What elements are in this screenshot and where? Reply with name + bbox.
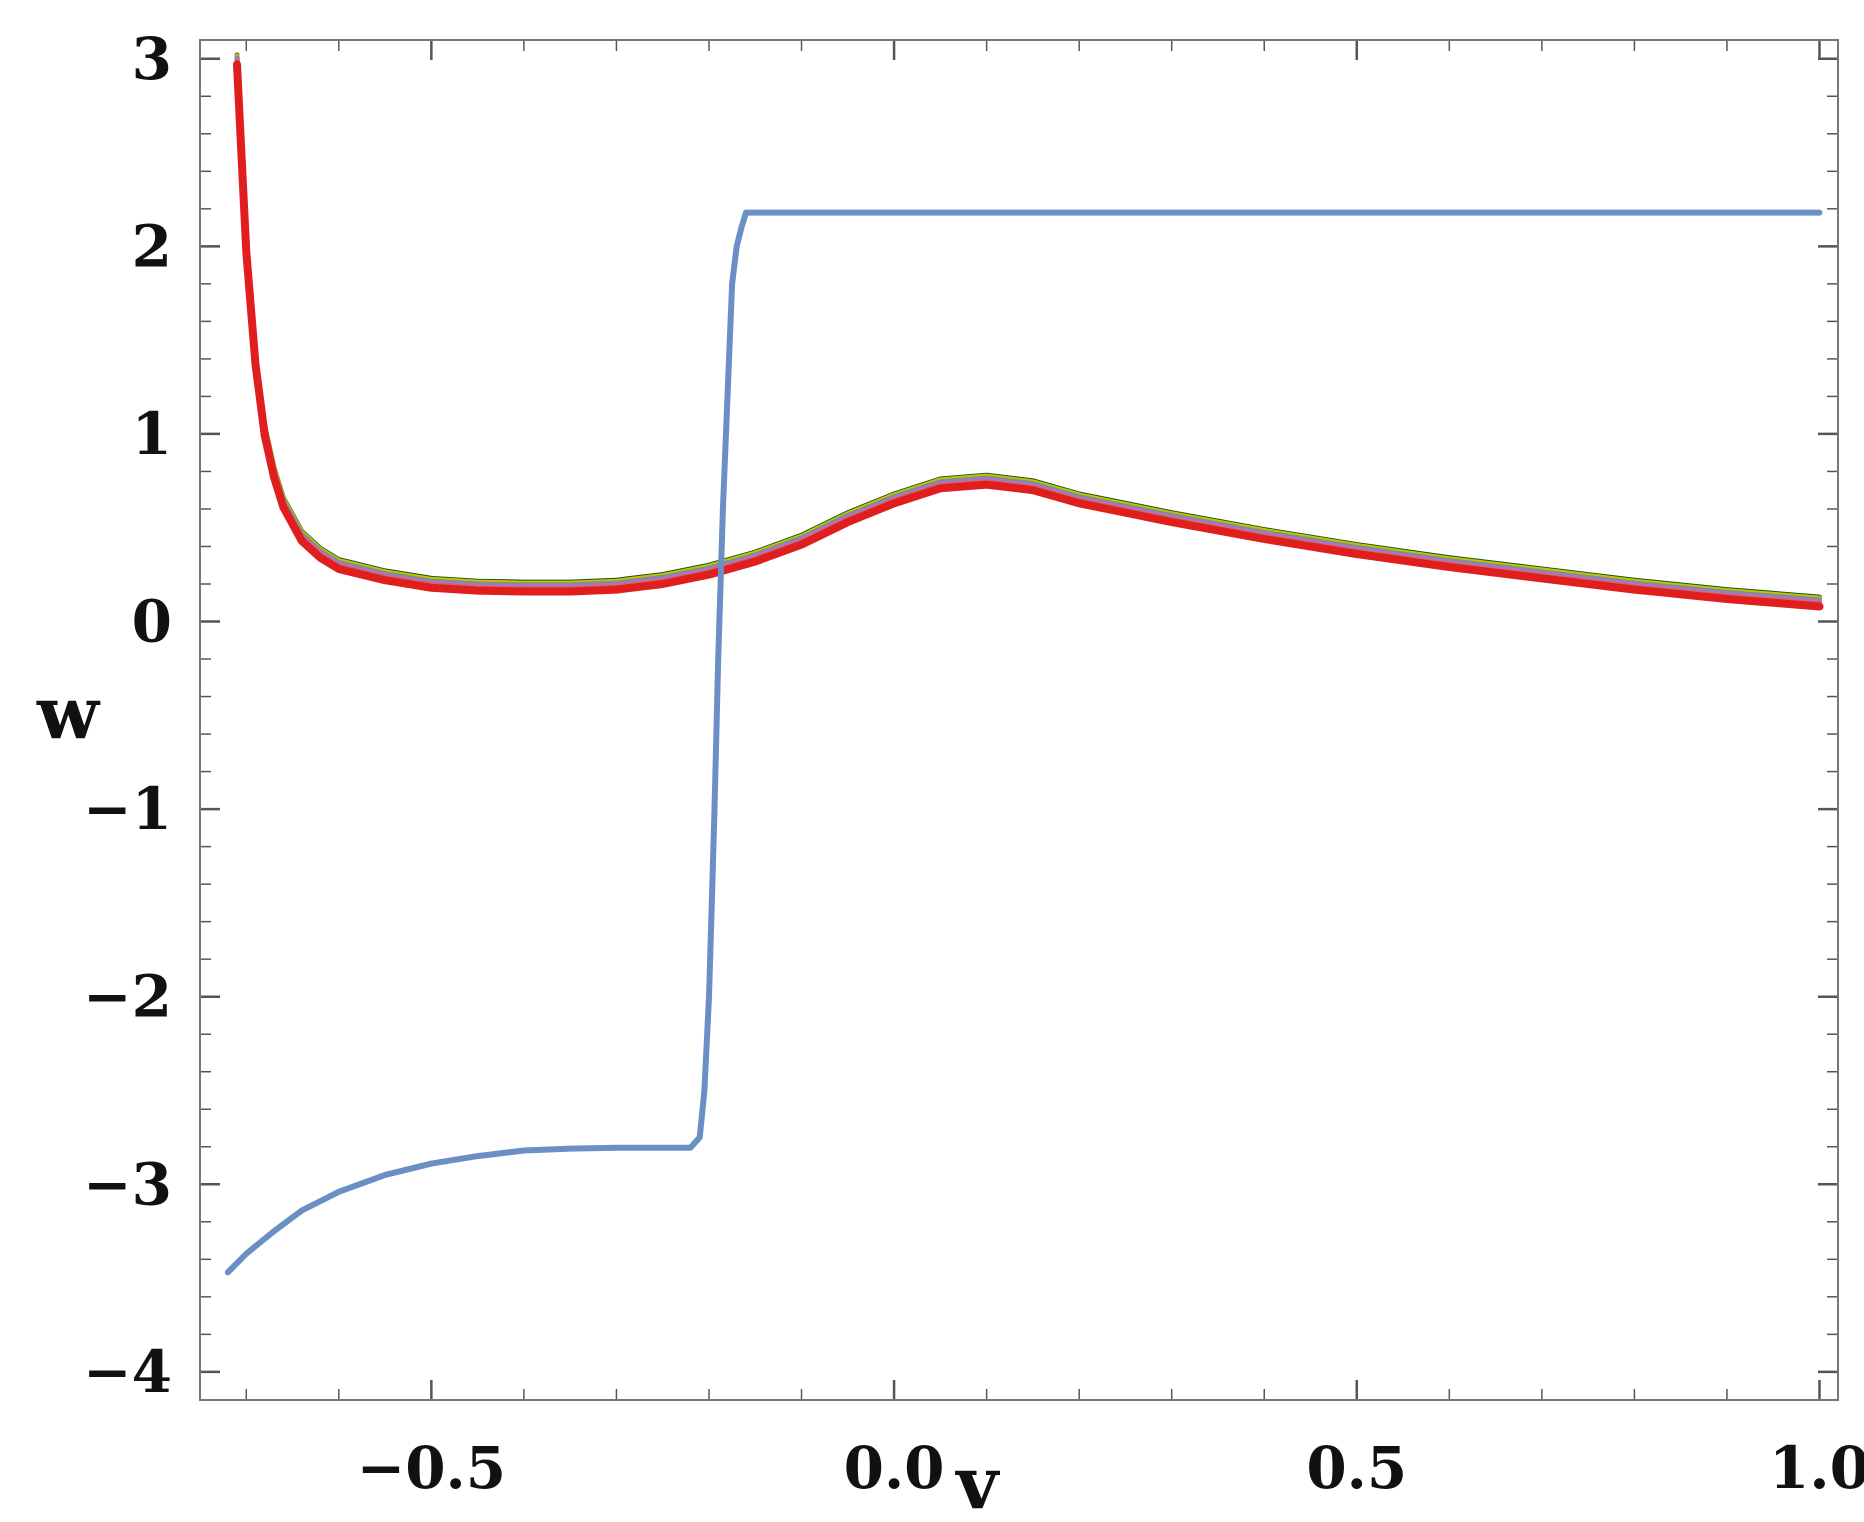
series-line-3 <box>234 55 1822 603</box>
y-tick-label: −4 <box>83 1338 172 1406</box>
series-line-6 <box>233 60 1824 611</box>
x-axis-title: v <box>954 1440 1000 1522</box>
x-tick-label: 0.5 <box>1306 1434 1407 1502</box>
y-tick-label: 2 <box>132 212 172 280</box>
series-layer <box>224 52 1824 1276</box>
y-tick-label: −1 <box>83 775 172 843</box>
plot-frame <box>199 39 1839 1401</box>
y-tick-label: −2 <box>83 963 172 1031</box>
y-tick-label: 0 <box>132 588 172 656</box>
ticks-layer <box>200 40 1838 1400</box>
y-tick-label: 1 <box>132 400 172 468</box>
y-tick-label: −3 <box>83 1150 172 1218</box>
series-line-1 <box>234 52 1822 600</box>
y-tick-label: 3 <box>132 25 172 93</box>
x-tick-label: −0.5 <box>357 1434 507 1502</box>
series-line-5 <box>234 59 1822 607</box>
series-line-4 <box>234 57 1822 605</box>
labels-layer: −0.5 0.0 0.5 1.0 3 2 1 0 −1 −2 −3 −4 <box>83 25 1864 1502</box>
y-axis-title: w <box>36 670 101 755</box>
series-line-7 <box>224 209 1823 1276</box>
series-line-2 <box>234 53 1822 601</box>
x-tick-label: 0.0 <box>844 1434 945 1502</box>
x-tick-label: 1.0 <box>1769 1434 1864 1502</box>
